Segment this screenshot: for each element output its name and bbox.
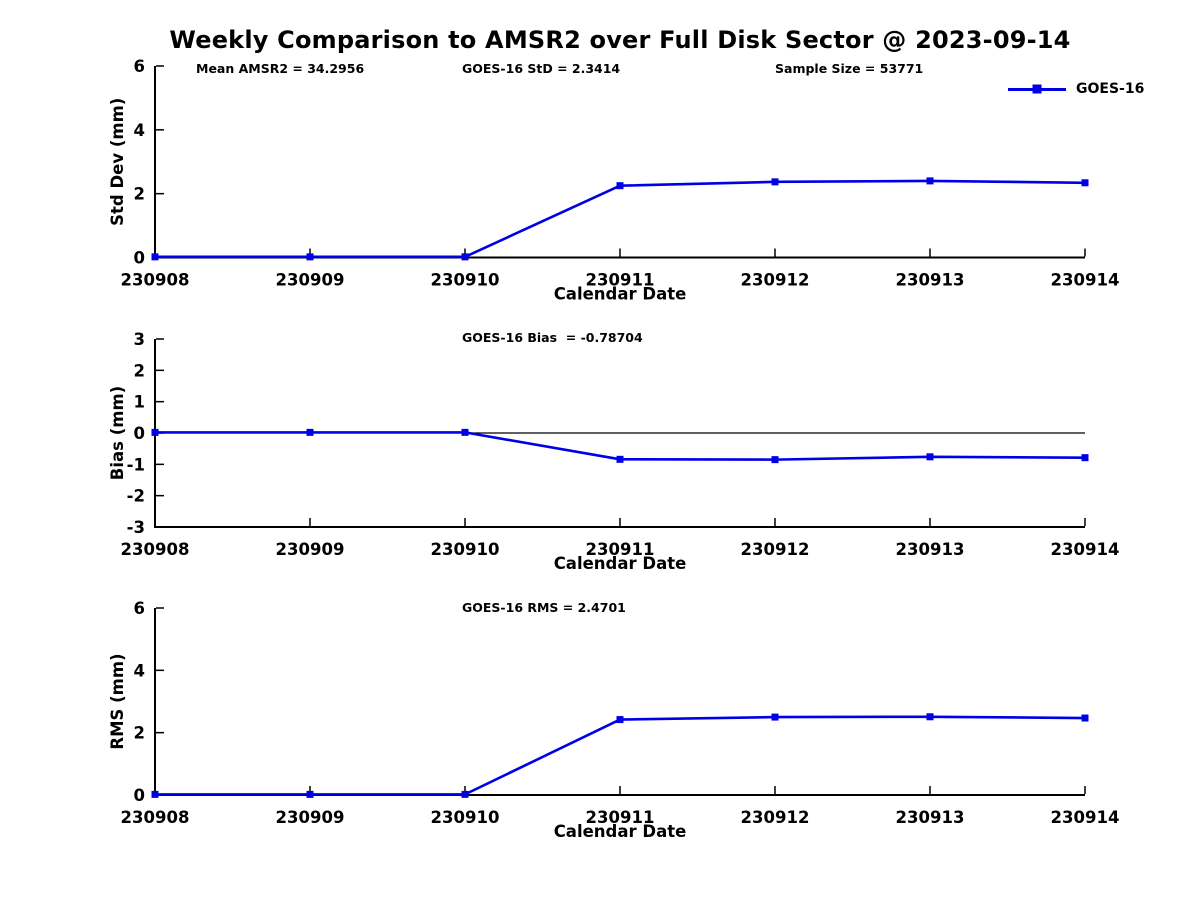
rms-panel-y-tick-label: 6 xyxy=(134,599,145,618)
bias-panel-data-point-marker xyxy=(616,455,624,463)
rms-panel-x-axis-title: Calendar Date xyxy=(554,822,687,841)
rms-panel-data-point-marker xyxy=(461,790,469,798)
bias-panel-data-point-marker xyxy=(151,428,159,436)
bias-panel-data-point-marker xyxy=(771,456,779,464)
legend-goes16: GOES-16 xyxy=(1008,80,1144,98)
bias-panel-x-axis-title: Calendar Date xyxy=(554,554,687,573)
annotation-goes16-rms: GOES-16 RMS = 2.4701 xyxy=(462,600,626,615)
rms-panel-series-line-goes-16 xyxy=(155,715,1086,796)
std-dev-panel-data-point-marker xyxy=(926,177,934,185)
bias-panel-y-tick-label: 0 xyxy=(134,424,145,443)
rms-panel-x-tick-label: 230913 xyxy=(896,808,965,827)
rms-panel-x-tick-label: 230909 xyxy=(276,808,345,827)
rms-panel-data-point-marker xyxy=(616,716,624,724)
rms-panel-data-point-marker xyxy=(151,790,159,798)
rms-panel-axis-line xyxy=(154,608,1085,796)
bias-panel-x-tick-label: 230910 xyxy=(431,540,500,559)
std-dev-panel-y-tick-label: 6 xyxy=(134,57,145,76)
bias-panel-x-tick-label: 230912 xyxy=(741,540,810,559)
annotation-sample-size: Sample Size = 53771 xyxy=(775,61,924,76)
std-dev-panel-data-point-marker xyxy=(151,253,159,261)
std-dev-panel-data-point-marker xyxy=(461,253,469,261)
rms-panel-y-tick-label: 0 xyxy=(134,786,145,805)
std-dev-panel-data-point-marker xyxy=(771,178,779,186)
bias-panel-y-tick-label: -3 xyxy=(127,518,145,537)
legend-label: GOES-16 xyxy=(1076,81,1145,97)
bias-panel-y-tick-label: 1 xyxy=(134,393,145,412)
rms-panel-x-tick-label: 230914 xyxy=(1051,808,1120,827)
bias-panel-data-point-marker xyxy=(306,428,314,436)
std-dev-panel-x-tick-label: 230910 xyxy=(431,271,500,290)
annotation-goes16-std: GOES-16 StD = 2.3414 xyxy=(462,61,621,76)
figure-title: Weekly Comparison to AMSR2 over Full Dis… xyxy=(169,26,1071,54)
bias-panel-data-point-marker xyxy=(926,453,934,461)
std-dev-panel-x-tick-label: 230913 xyxy=(896,271,965,290)
bias-panel-data-point-marker xyxy=(1081,454,1089,462)
rms-panel-data-point-marker xyxy=(1081,714,1089,722)
bias-panel-x-tick-label: 230909 xyxy=(276,540,345,559)
std-dev-panel-x-tick-label: 230914 xyxy=(1051,271,1120,290)
std-dev-panel-data-point-marker xyxy=(616,182,624,190)
bias-panel-y-tick-label: 2 xyxy=(134,361,145,380)
rms-panel-x-tick-label: 230910 xyxy=(431,808,500,827)
rms-panel-data-point-marker xyxy=(306,790,314,798)
std-dev-panel-data-point-marker xyxy=(306,253,314,261)
bias-panel-axis-line xyxy=(154,339,1085,528)
legend-square-marker-icon xyxy=(1032,84,1042,94)
std-dev-panel-y-axis-title: Std Dev (mm) xyxy=(108,98,127,226)
std-dev-panel-data-point-marker xyxy=(1081,179,1089,187)
bias-panel-x-tick-label: 230911 xyxy=(586,540,655,559)
std-dev-panel-x-tick-label: 230912 xyxy=(741,271,810,290)
bias-panel-y-axis-title: Bias (mm) xyxy=(108,386,127,480)
bias-panel-y-tick-label: -1 xyxy=(127,455,145,474)
std-dev-panel-series-line-goes-16 xyxy=(155,179,1086,259)
std-dev-panel-x-axis-title: Calendar Date xyxy=(554,285,687,304)
std-dev-panel-axis-line xyxy=(154,66,1085,259)
rms-panel-x-tick-label: 230911 xyxy=(586,808,655,827)
annotation-mean-amsr2: Mean AMSR2 = 34.2956 xyxy=(196,61,365,76)
rms-panel-y-tick-label: 2 xyxy=(134,724,145,743)
rms-panel-x-tick-label: 230908 xyxy=(121,808,190,827)
std-dev-panel-x-tick-label: 230911 xyxy=(586,271,655,290)
std-dev-panel-x-tick-label: 230909 xyxy=(276,271,345,290)
std-dev-panel-y-tick-label: 4 xyxy=(134,121,145,140)
bias-panel-y-tick-label: 3 xyxy=(134,330,145,349)
bias-panel-x-tick-label: 230914 xyxy=(1051,540,1120,559)
rms-panel-y-axis-title: RMS (mm) xyxy=(108,653,127,749)
std-dev-panel-y-tick-label: 2 xyxy=(134,185,145,204)
legend-line-sample xyxy=(1008,84,1066,94)
rms-panel-data-point-marker xyxy=(771,713,779,721)
bias-panel-data-point-marker xyxy=(461,428,469,436)
rms-panel-data-point-marker xyxy=(926,713,934,721)
rms-panel-y-tick-label: 4 xyxy=(134,661,145,680)
bias-panel-series-line-goes-16 xyxy=(155,431,1086,461)
bias-panel-x-tick-label: 230908 xyxy=(121,540,190,559)
bias-panel-x-tick-label: 230913 xyxy=(896,540,965,559)
annotation-goes16-bias: GOES-16 Bias = -0.78704 xyxy=(462,330,643,345)
std-dev-panel-y-tick-label: 0 xyxy=(134,249,145,268)
bias-panel-y-tick-label: -2 xyxy=(127,487,145,506)
rms-panel-x-tick-label: 230912 xyxy=(741,808,810,827)
std-dev-panel-x-tick-label: 230908 xyxy=(121,271,190,290)
